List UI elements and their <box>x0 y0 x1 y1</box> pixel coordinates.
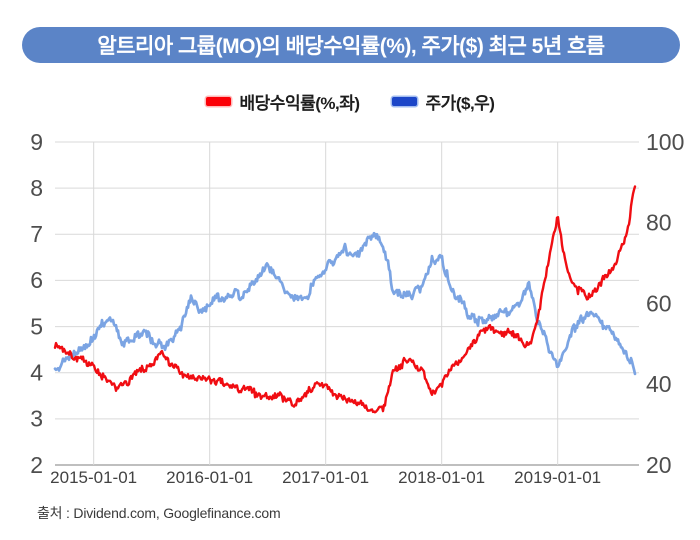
legend-label-stock-price: 주가($,우) <box>425 94 495 113</box>
legend-label-dividend-yield: 배당수익률(%,좌) <box>239 94 361 113</box>
left-axis-tick-label: 5 <box>30 313 43 339</box>
dividend-yield-swatch-icon <box>205 97 231 106</box>
right-axis-tick-label: 80 <box>646 210 672 236</box>
right-axis-tick-label: 20 <box>646 452 672 478</box>
title-banner: 알트리아 그룹(MO)의 배당수익률(%), 주가($) 최근 5년 흐름 <box>22 27 680 63</box>
page-title: 알트리아 그룹(MO)의 배당수익률(%), 주가($) 최근 5년 흐름 <box>97 35 605 58</box>
series-line-stock-price <box>53 231 637 376</box>
left-axis-tick-label: 7 <box>30 221 43 247</box>
x-axis-tick-label: 2018-01-01 <box>398 468 485 487</box>
x-axis-tick-label: 2015-01-01 <box>50 468 137 487</box>
series-line-dividend-yield <box>53 185 637 414</box>
legend-item-dividend-yield: 배당수익률(%,좌) <box>205 89 361 114</box>
chart-legend: 배당수익률(%,좌) 주가($,우) <box>0 89 700 114</box>
left-axis-tick-label: 3 <box>30 406 43 432</box>
left-axis-tick-label: 8 <box>30 175 43 201</box>
legend-item-stock-price: 주가($,우) <box>391 89 495 114</box>
right-axis-tick-label: 100 <box>646 129 684 155</box>
left-axis-tick-label: 4 <box>30 360 43 386</box>
x-axis-tick-label: 2017-01-01 <box>282 468 369 487</box>
right-axis-tick-label: 60 <box>646 290 672 316</box>
left-axis-tick-label: 9 <box>30 129 43 155</box>
right-axis-tick-label: 40 <box>646 371 672 397</box>
left-axis-tick-label: 2 <box>30 452 43 478</box>
x-axis-tick-label: 2019-01-01 <box>514 468 601 487</box>
stock-price-swatch-icon <box>391 97 417 106</box>
source-note: 출처 : Dividend.com, Googlefinance.com <box>37 505 281 521</box>
left-axis-tick-label: 6 <box>30 267 43 293</box>
x-axis-tick-label: 2016-01-01 <box>166 468 253 487</box>
